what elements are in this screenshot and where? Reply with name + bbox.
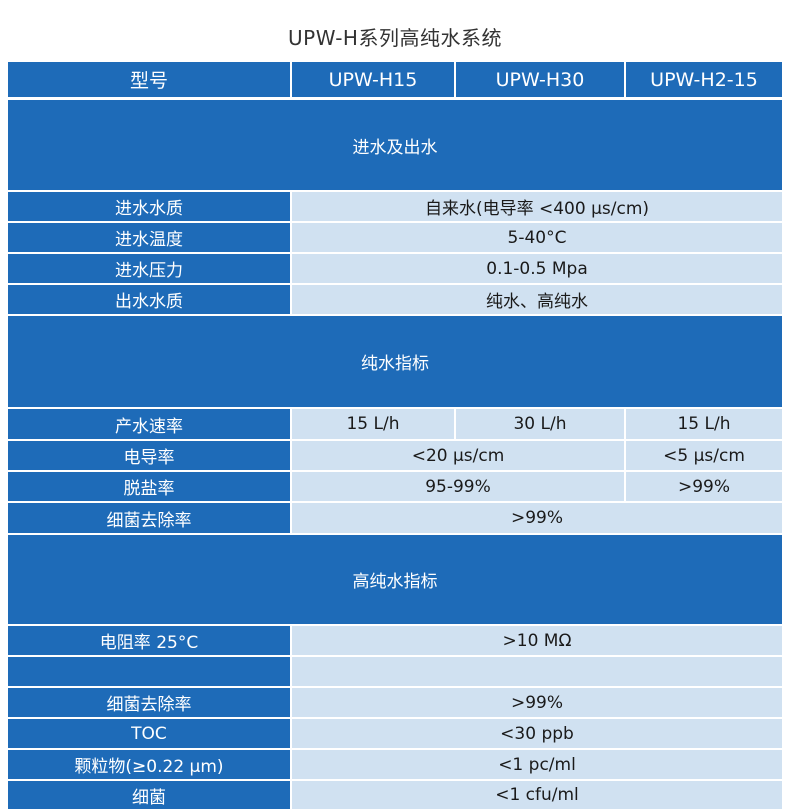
row-label: 产水速率	[8, 409, 290, 439]
row-label: 进水水质	[8, 192, 290, 221]
table-row-empty	[8, 657, 782, 686]
row-value: >10 MΩ	[292, 626, 782, 655]
page-title: UPW-H系列高纯水系统	[288, 26, 502, 50]
row-value: >99%	[292, 688, 782, 717]
row-value: <30 ppb	[292, 719, 782, 748]
table-row: TOC <30 ppb	[8, 719, 782, 748]
row-label: 出水水质	[8, 285, 290, 314]
row-value: 5-40°C	[292, 223, 782, 252]
row-value-model-3: 15 L/h	[626, 409, 782, 439]
row-value-models-1-2: 95-99%	[292, 472, 624, 501]
row-value: 自来水(电导率 <400 μs/cm)	[292, 192, 782, 221]
table-row: 产水速率 15 L/h 30 L/h 15 L/h	[8, 409, 782, 439]
table-row: 颗粒物(≥0.22 μm) <1 pc/ml	[8, 750, 782, 779]
row-value-model-1: 15 L/h	[292, 409, 454, 439]
table-row: 电导率 <20 μs/cm <5 μs/cm	[8, 441, 782, 470]
row-label: 电阻率 25°C	[8, 626, 290, 655]
section-heading-inlet-outlet: 进水及出水	[8, 100, 782, 190]
table-row: 出水水质 纯水、高纯水	[8, 285, 782, 314]
row-value: >99%	[292, 503, 782, 533]
row-label: 脱盐率	[8, 472, 290, 501]
table-header-row: 型号 UPW-H15 UPW-H30 UPW-H2-15	[8, 62, 782, 97]
table-row: 进水压力 0.1-0.5 Mpa	[8, 254, 782, 283]
row-label: 细菌去除率	[8, 688, 290, 717]
row-value-model-3: <5 μs/cm	[626, 441, 782, 470]
row-value: <1 cfu/ml	[292, 781, 782, 809]
row-label	[8, 657, 290, 686]
section-heading-text: 进水及出水	[8, 100, 782, 190]
section-heading-high-purity-water: 高纯水指标	[8, 535, 782, 624]
section-heading-pure-water: 纯水指标	[8, 316, 782, 407]
row-value	[292, 657, 782, 686]
table-row: 细菌去除率 >99%	[8, 688, 782, 717]
row-value-model-2: 30 L/h	[456, 409, 624, 439]
table-row: 进水水质 自来水(电导率 <400 μs/cm)	[8, 192, 782, 221]
row-label: 进水压力	[8, 254, 290, 283]
header-model-label: 型号	[8, 62, 290, 97]
row-label: 细菌去除率	[8, 503, 290, 533]
header-model-1: UPW-H15	[292, 62, 454, 97]
section-heading-text: 高纯水指标	[8, 535, 782, 624]
table-row: 脱盐率 95-99% >99%	[8, 472, 782, 501]
row-value: <1 pc/ml	[292, 750, 782, 779]
header-model-2: UPW-H30	[456, 62, 624, 97]
row-label: TOC	[8, 719, 290, 748]
section-heading-text: 纯水指标	[8, 316, 782, 407]
row-label: 进水温度	[8, 223, 290, 252]
row-value: 纯水、高纯水	[292, 285, 782, 314]
row-value-models-1-2: <20 μs/cm	[292, 441, 624, 470]
row-label: 细菌	[8, 781, 290, 809]
table-row: 细菌去除率 >99%	[8, 503, 782, 533]
row-value: 0.1-0.5 Mpa	[292, 254, 782, 283]
row-label: 电导率	[8, 441, 290, 470]
header-model-3: UPW-H2-15	[626, 62, 782, 97]
table-row: 进水温度 5-40°C	[8, 223, 782, 252]
row-value-model-3: >99%	[626, 472, 782, 501]
row-label: 颗粒物(≥0.22 μm)	[8, 750, 290, 779]
table-row: 细菌 <1 cfu/ml	[8, 781, 782, 809]
table-row: 电阻率 25°C >10 MΩ	[8, 626, 782, 655]
